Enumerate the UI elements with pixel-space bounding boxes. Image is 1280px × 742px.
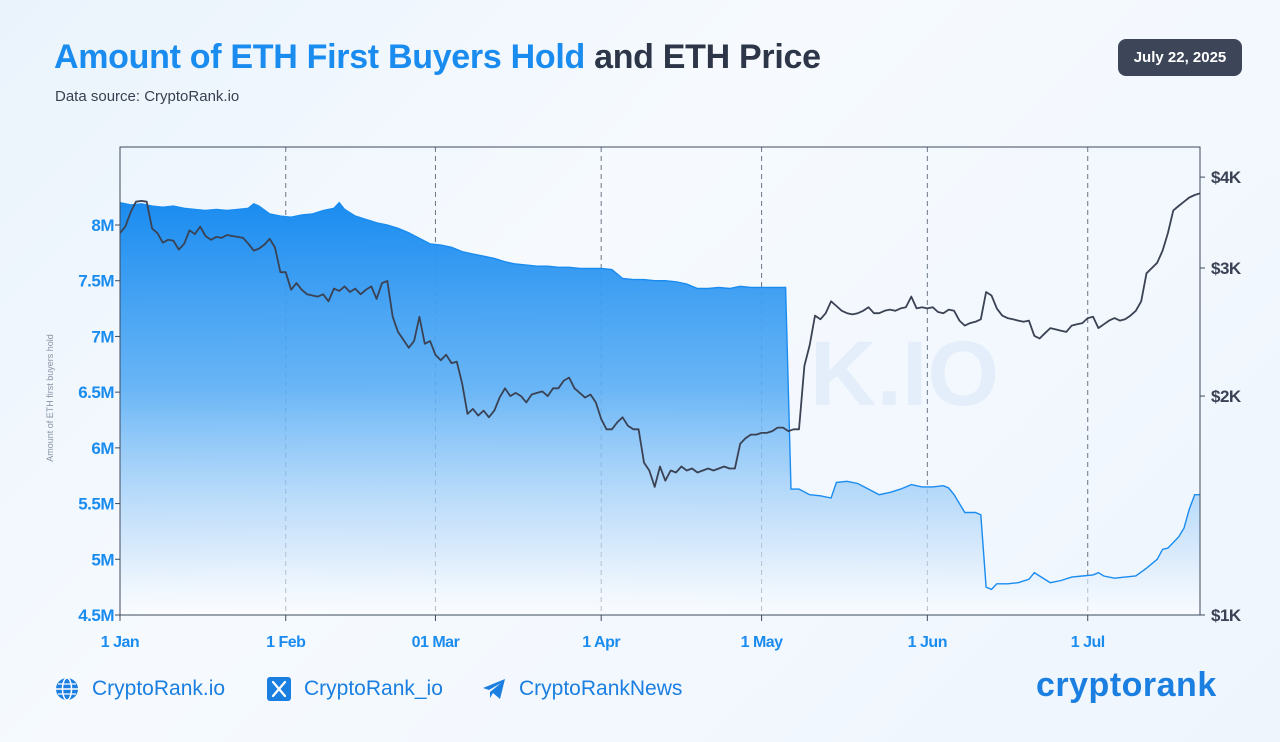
holdings-line (119, 201, 1200, 591)
price-line (119, 192, 1201, 488)
data-source: Data source: CryptoRank.io (55, 88, 240, 105)
y-right-tick-label: $1K (1211, 606, 1242, 625)
x-tick-label: 1 May (741, 634, 784, 651)
y-left-tick-label: 7.5M (78, 272, 114, 291)
footer-telegram-label: CryptoRankNews (519, 677, 683, 700)
x-twitter-icon (267, 677, 291, 701)
x-tick-label: 1 Apr (582, 634, 620, 651)
y-left-tick-label: 7M (91, 327, 114, 346)
plot-frame (119, 146, 1201, 616)
x-tick-label: 01 Mar (412, 634, 460, 651)
x-tick-label: 1 Jul (1071, 634, 1105, 651)
y-left-tick-label: 5M (91, 550, 114, 569)
y-axis-label: Amount of ETH first buyers hold (45, 334, 55, 462)
globe-icon (56, 677, 78, 701)
footer-telegram[interactable]: CryptoRankNews (481, 674, 682, 704)
holdings-area (120, 202, 1200, 615)
chart-title: Amount of ETH First Buyers Hold and ETH … (54, 38, 821, 77)
x-tick-label: 1 Jan (101, 634, 139, 651)
y-right-tick-label: $2K (1211, 387, 1242, 406)
y-left-tick-label: 8M (91, 216, 114, 235)
footer-website-label: CryptoRank.io (92, 677, 226, 700)
footer-twitter-label: CryptoRank_io (304, 677, 443, 700)
y-left-tick-label: 5.5M (78, 495, 114, 514)
y-right-tick-label: $4K (1211, 168, 1242, 187)
x-tick-label: 1 Jun (908, 634, 947, 651)
cryptorank-logo: cryptorank (1036, 666, 1217, 704)
watermark: K.IO (810, 323, 999, 425)
y-right-tick-label: $3K (1211, 259, 1242, 278)
y-left-tick-label: 4.5M (78, 606, 114, 625)
footer-website[interactable]: CryptoRank.io (54, 674, 225, 704)
chart-title-highlight: Amount of ETH First Buyers Hold (54, 38, 585, 76)
y-left-tick-label: 6M (91, 439, 114, 458)
chart-title-rest: and ETH Price (594, 38, 821, 76)
footer-twitter[interactable]: CryptoRank_io (266, 674, 443, 704)
x-tick-label: 1 Feb (266, 634, 306, 651)
date-badge: July 22, 2025 (1118, 39, 1242, 76)
y-left-tick-label: 6.5M (78, 383, 114, 402)
telegram-icon (483, 679, 505, 699)
